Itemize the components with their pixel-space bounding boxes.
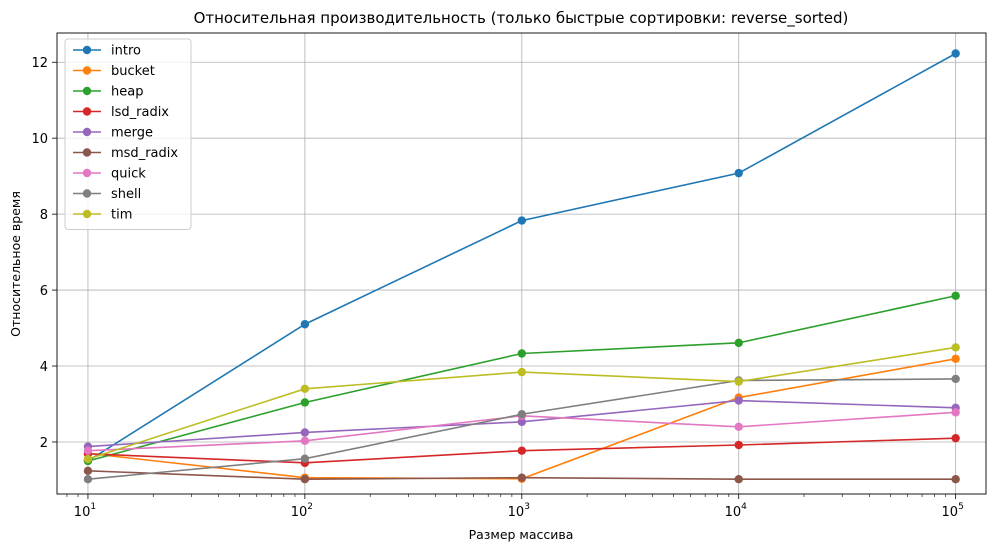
legend-marker: [82, 127, 92, 137]
legend-label: heap: [111, 85, 143, 100]
x-tick-exponent: 3: [524, 502, 530, 512]
data-point-lsd_radix: [517, 446, 527, 455]
x-tick-exponent: 1: [90, 502, 96, 512]
data-point-bucket: [951, 354, 960, 364]
data-point-tim: [951, 343, 960, 352]
y-tick-label: 2: [40, 436, 48, 451]
legend-item-bucket: bucket: [73, 64, 155, 79]
legend-marker: [82, 168, 92, 178]
data-point-msd_radix: [734, 474, 743, 484]
data-point-shell: [83, 474, 93, 484]
legend-marker: [82, 189, 92, 198]
data-point-merge: [517, 417, 527, 427]
data-point-shell: [517, 410, 527, 419]
legend-label: quick: [111, 167, 146, 182]
y-tick-label: 8: [40, 208, 48, 223]
series-tim: [83, 343, 960, 464]
data-point-intro: [951, 49, 960, 58]
data-point-msd_radix: [517, 473, 527, 482]
x-tick-exponent: 2: [307, 502, 313, 512]
data-point-shell: [951, 374, 960, 384]
chart-title: Относительная производительность (только…: [194, 9, 849, 28]
data-point-shell: [300, 454, 310, 463]
legend-label: merge: [111, 126, 153, 141]
data-point-heap: [951, 291, 960, 300]
x-axis-label: Размер массива: [469, 527, 574, 542]
data-point-heap: [734, 338, 743, 348]
x-tick-label: 105: [942, 502, 964, 520]
x-tick-label: 104: [725, 502, 748, 520]
legend-label: shell: [111, 187, 141, 202]
y-tick-label: 6: [40, 284, 48, 299]
data-point-quick: [83, 446, 93, 455]
series-layer: [83, 49, 960, 484]
legend-item-heap: heap: [73, 85, 143, 100]
x-tick-exponent: 5: [958, 502, 964, 512]
x-tick-base: 10: [291, 505, 308, 520]
legend-label: intro: [111, 44, 141, 59]
series-heap: [83, 291, 960, 466]
legend-item-lsd_radix: lsd_radix: [73, 105, 169, 120]
data-point-lsd_radix: [734, 440, 743, 450]
data-point-quick: [734, 422, 743, 431]
data-point-msd_radix: [83, 466, 93, 476]
y-tick-label: 10: [31, 132, 48, 147]
data-point-tim: [734, 377, 743, 386]
x-tick-exponent: 4: [741, 502, 747, 512]
legend-label: bucket: [111, 64, 155, 79]
x-tick-label: 102: [291, 502, 313, 520]
y-axis-label: Относительное время: [8, 191, 23, 337]
legend-marker: [82, 86, 92, 96]
data-point-tim: [517, 367, 527, 377]
legend-marker: [82, 209, 92, 219]
legend-item-quick: quick: [73, 167, 146, 182]
x-tick-label: 101: [74, 502, 96, 520]
x-tick-base: 10: [942, 505, 959, 520]
legend-box: [64, 38, 192, 230]
x-tick-base: 10: [725, 505, 742, 520]
x-tick-base: 10: [74, 505, 91, 520]
x-tick-base: 10: [508, 505, 525, 520]
legend-label: lsd_radix: [111, 105, 169, 120]
legend-marker: [82, 45, 92, 55]
series-msd_radix: [83, 466, 960, 484]
grid: [57, 33, 986, 494]
data-point-tim: [83, 454, 93, 464]
data-point-intro: [734, 168, 743, 178]
data-point-tim: [300, 384, 310, 394]
legend-item-shell: shell: [73, 187, 141, 202]
legend-item-msd_radix: msd_radix: [73, 146, 178, 161]
legend-marker: [82, 107, 92, 116]
legend-marker: [82, 148, 92, 157]
legend-label: tim: [111, 208, 132, 223]
data-point-heap: [300, 398, 310, 407]
data-point-merge: [300, 428, 310, 437]
x-tick-label: 103: [508, 502, 530, 520]
data-point-merge: [734, 396, 743, 405]
data-point-msd_radix: [951, 474, 960, 484]
data-point-intro: [517, 216, 527, 225]
y-tick-label: 4: [40, 360, 48, 375]
legend-item-merge: merge: [73, 126, 153, 141]
legend-item-tim: tim: [73, 208, 132, 223]
legend-label: msd_radix: [111, 146, 178, 161]
data-point-heap: [517, 349, 527, 358]
legend-marker: [82, 66, 92, 75]
data-point-intro: [300, 320, 310, 329]
y-tick-label: 12: [31, 56, 48, 71]
legend-item-intro: intro: [73, 44, 141, 59]
data-point-quick: [951, 408, 960, 417]
data-point-lsd_radix: [951, 433, 960, 443]
data-point-msd_radix: [300, 474, 310, 484]
data-point-quick: [300, 436, 310, 446]
